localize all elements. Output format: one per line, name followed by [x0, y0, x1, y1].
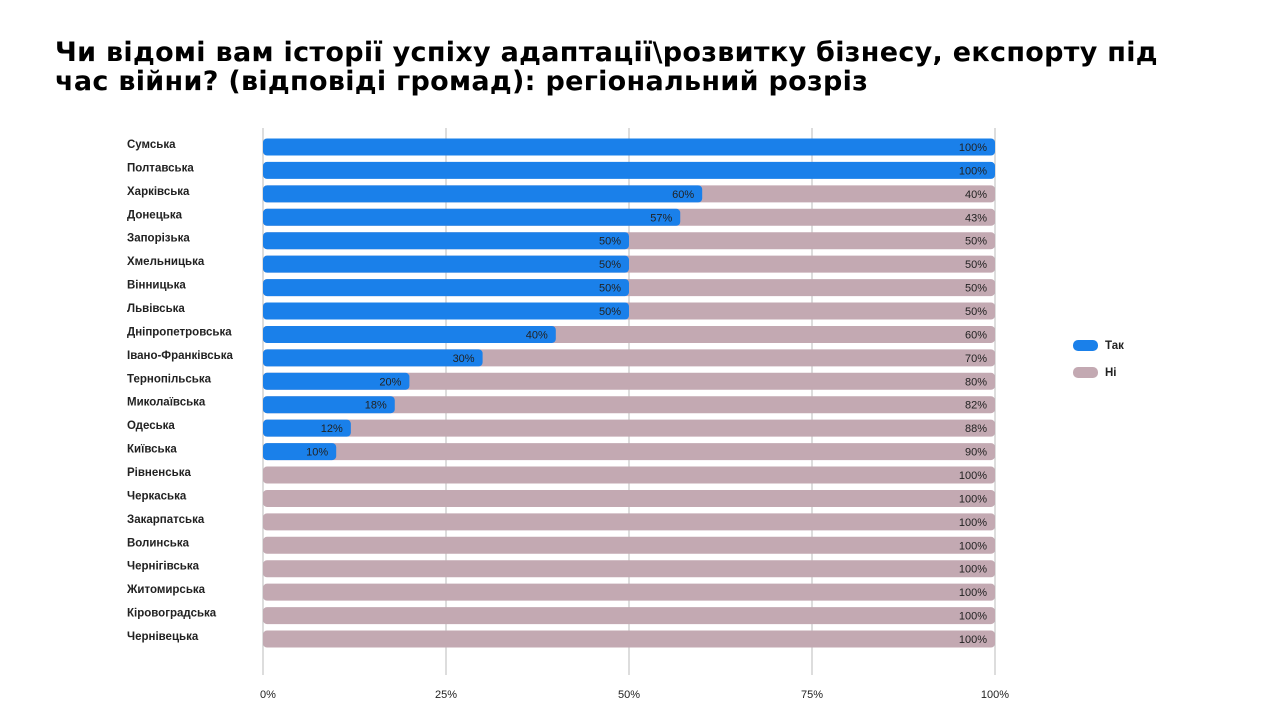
category-label: Харківська [127, 186, 190, 198]
bar-ni [263, 443, 995, 461]
value-label-ni: 100% [959, 611, 987, 623]
value-label-tak: 60% [672, 189, 694, 201]
legend-label: Так [1105, 340, 1124, 352]
bar-ni [263, 583, 995, 601]
value-label-tak: 18% [365, 400, 387, 412]
bar-tak [263, 396, 395, 414]
value-label-ni: 80% [965, 376, 987, 388]
bar-tak [263, 279, 629, 297]
category-label: Донецька [127, 209, 183, 221]
category-label: Черкаська [127, 490, 187, 502]
category-label: Житомирська [126, 584, 206, 596]
value-label-ni: 100% [959, 470, 987, 482]
value-label-ni: 88% [965, 423, 987, 435]
value-label-ni: 70% [965, 353, 987, 365]
legend-swatch [1073, 367, 1098, 378]
value-label-ni: 50% [965, 306, 987, 318]
value-label-tak: 30% [453, 353, 475, 365]
bar-tak [263, 349, 483, 367]
bar-tak [263, 138, 995, 156]
bar-ni [263, 513, 995, 531]
chart-title: Чи відомі вам історії успіху адаптації\р… [55, 37, 1158, 97]
value-label-ni: 50% [965, 259, 987, 271]
bar-tak [263, 302, 629, 320]
category-label: Сумська [127, 139, 176, 151]
value-label-ni: 50% [965, 236, 987, 248]
category-label: Волинська [127, 537, 190, 549]
bar-ni [263, 607, 995, 625]
value-label-ni: 100% [959, 564, 987, 576]
x-tick-label: 0% [260, 689, 276, 701]
value-label-tak: 20% [379, 376, 401, 388]
category-label: Миколаївська [127, 397, 206, 409]
value-label-tak: 40% [526, 329, 548, 341]
category-label: Хмельницька [127, 256, 205, 268]
value-label-tak: 57% [650, 212, 672, 224]
bar-tak [263, 232, 629, 250]
value-label-tak: 50% [599, 306, 621, 318]
value-label-ni: 90% [965, 447, 987, 459]
value-label-tak: 100% [959, 142, 987, 154]
x-tick-label: 50% [618, 689, 640, 701]
value-label-tak: 12% [321, 423, 343, 435]
value-label-ni: 100% [959, 587, 987, 599]
value-label-ni: 100% [959, 540, 987, 552]
bar-ni [263, 419, 995, 437]
bar-ni [263, 536, 995, 554]
value-label-ni: 43% [965, 212, 987, 224]
legend-label: Ні [1105, 367, 1117, 379]
category-label: Чернігівська [127, 561, 200, 573]
bar-ni [263, 630, 995, 648]
value-label-tak: 50% [599, 236, 621, 248]
value-label-tak: 50% [599, 283, 621, 295]
category-label: Київська [127, 444, 177, 456]
value-label-tak: 50% [599, 259, 621, 271]
category-label: Одеська [127, 420, 175, 432]
category-label: Івано-Франківська [127, 350, 233, 362]
bar-tak [263, 185, 703, 203]
bar-ni [263, 466, 995, 484]
category-label: Тернопільська [127, 373, 212, 385]
category-label: Запорізька [127, 233, 190, 245]
bar-ni [263, 396, 995, 414]
category-label: Закарпатська [127, 514, 205, 526]
value-label-ni: 100% [959, 634, 987, 646]
x-tick-label: 25% [435, 689, 457, 701]
category-label: Чернівецька [127, 631, 199, 643]
value-label-tak: 10% [306, 447, 328, 459]
value-label-ni: 82% [965, 400, 987, 412]
value-label-ni: 50% [965, 283, 987, 295]
category-label: Кіровоградська [127, 608, 217, 620]
bar-tak [263, 372, 410, 390]
bar-tak [263, 161, 995, 179]
legend-swatch [1073, 340, 1098, 351]
category-label: Рівненська [127, 467, 191, 479]
x-tick-label: 100% [981, 689, 1009, 701]
bar-ni [263, 560, 995, 578]
bar-tak [263, 443, 337, 461]
category-label: Львівська [127, 303, 185, 315]
bar-tak [263, 208, 681, 226]
x-tick-label: 75% [801, 689, 823, 701]
bar-ni [263, 489, 995, 507]
bar-tak [263, 255, 629, 273]
value-label-ni: 40% [965, 189, 987, 201]
category-label: Дніпропетровська [127, 326, 232, 338]
value-label-ni: 100% [959, 493, 987, 505]
category-label: Вінницька [127, 280, 186, 292]
value-label-ni: 100% [959, 517, 987, 529]
value-label-ni: 60% [965, 329, 987, 341]
bar-tak [263, 419, 351, 437]
value-label-tak: 100% [959, 165, 987, 177]
bar-ni [263, 372, 995, 390]
category-label: Полтавська [127, 162, 194, 174]
bar-tak [263, 325, 556, 343]
